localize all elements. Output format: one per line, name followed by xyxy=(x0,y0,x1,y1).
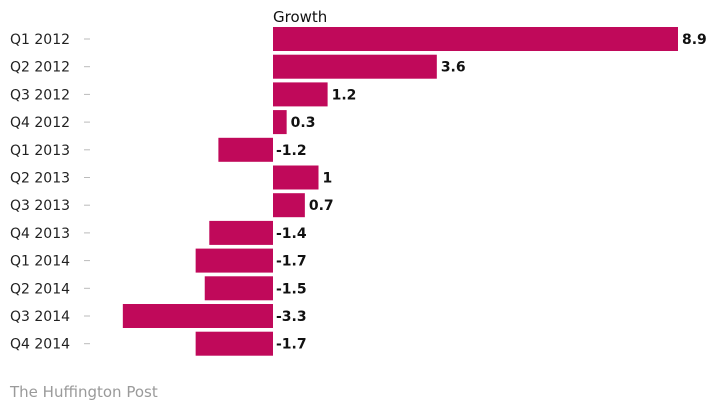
category-label: Q1 2014 xyxy=(10,254,70,270)
category-label: Q3 2013 xyxy=(10,198,70,214)
value-label: 0.3 xyxy=(291,115,316,131)
bar xyxy=(122,304,274,328)
category-label: Q2 2013 xyxy=(10,171,70,187)
category-label: Q2 2014 xyxy=(10,281,70,297)
bar xyxy=(273,110,287,135)
bar xyxy=(204,276,273,301)
bar xyxy=(209,220,273,245)
category-label: Q4 2014 xyxy=(10,337,70,353)
value-label: 3.6 xyxy=(441,60,466,76)
bar xyxy=(273,54,437,79)
value-label: 1 xyxy=(323,171,333,187)
value-label: -1.5 xyxy=(276,281,307,297)
category-label: Q3 2012 xyxy=(10,87,70,103)
bar xyxy=(195,248,273,273)
category-label: Q3 2014 xyxy=(10,309,70,325)
category-label: Q2 2012 xyxy=(10,60,70,76)
bar xyxy=(273,193,305,218)
category-label: Q1 2012 xyxy=(10,32,70,48)
bar xyxy=(273,82,328,107)
bar xyxy=(195,331,273,356)
bar xyxy=(218,137,273,162)
category-label: Q4 2013 xyxy=(10,226,70,242)
chart-title: Growth xyxy=(273,8,327,26)
value-label: -1.4 xyxy=(276,226,307,242)
value-label: -1.2 xyxy=(276,143,307,159)
bar xyxy=(273,165,319,190)
category-label: Q1 2013 xyxy=(10,143,70,159)
bar xyxy=(273,27,678,51)
value-label: -1.7 xyxy=(276,337,307,353)
value-label: 0.7 xyxy=(309,198,334,214)
value-label: -1.7 xyxy=(276,254,307,270)
growth-bar-chart: Growth Q1 2012 8.9 Q2 2012 3.6 Q3 2012 1.2 Q4 … xyxy=(10,8,707,356)
source-credit: The Huffington Post xyxy=(10,383,158,401)
value-label: 8.9 xyxy=(682,32,707,48)
category-label: Q4 2012 xyxy=(10,115,70,131)
value-label: -3.3 xyxy=(276,309,307,325)
bars-layer: Q1 2012 8.9 Q2 2012 3.6 Q3 2012 1.2 Q4 2012 0.3… xyxy=(10,27,707,356)
value-label: 1.2 xyxy=(332,87,357,103)
